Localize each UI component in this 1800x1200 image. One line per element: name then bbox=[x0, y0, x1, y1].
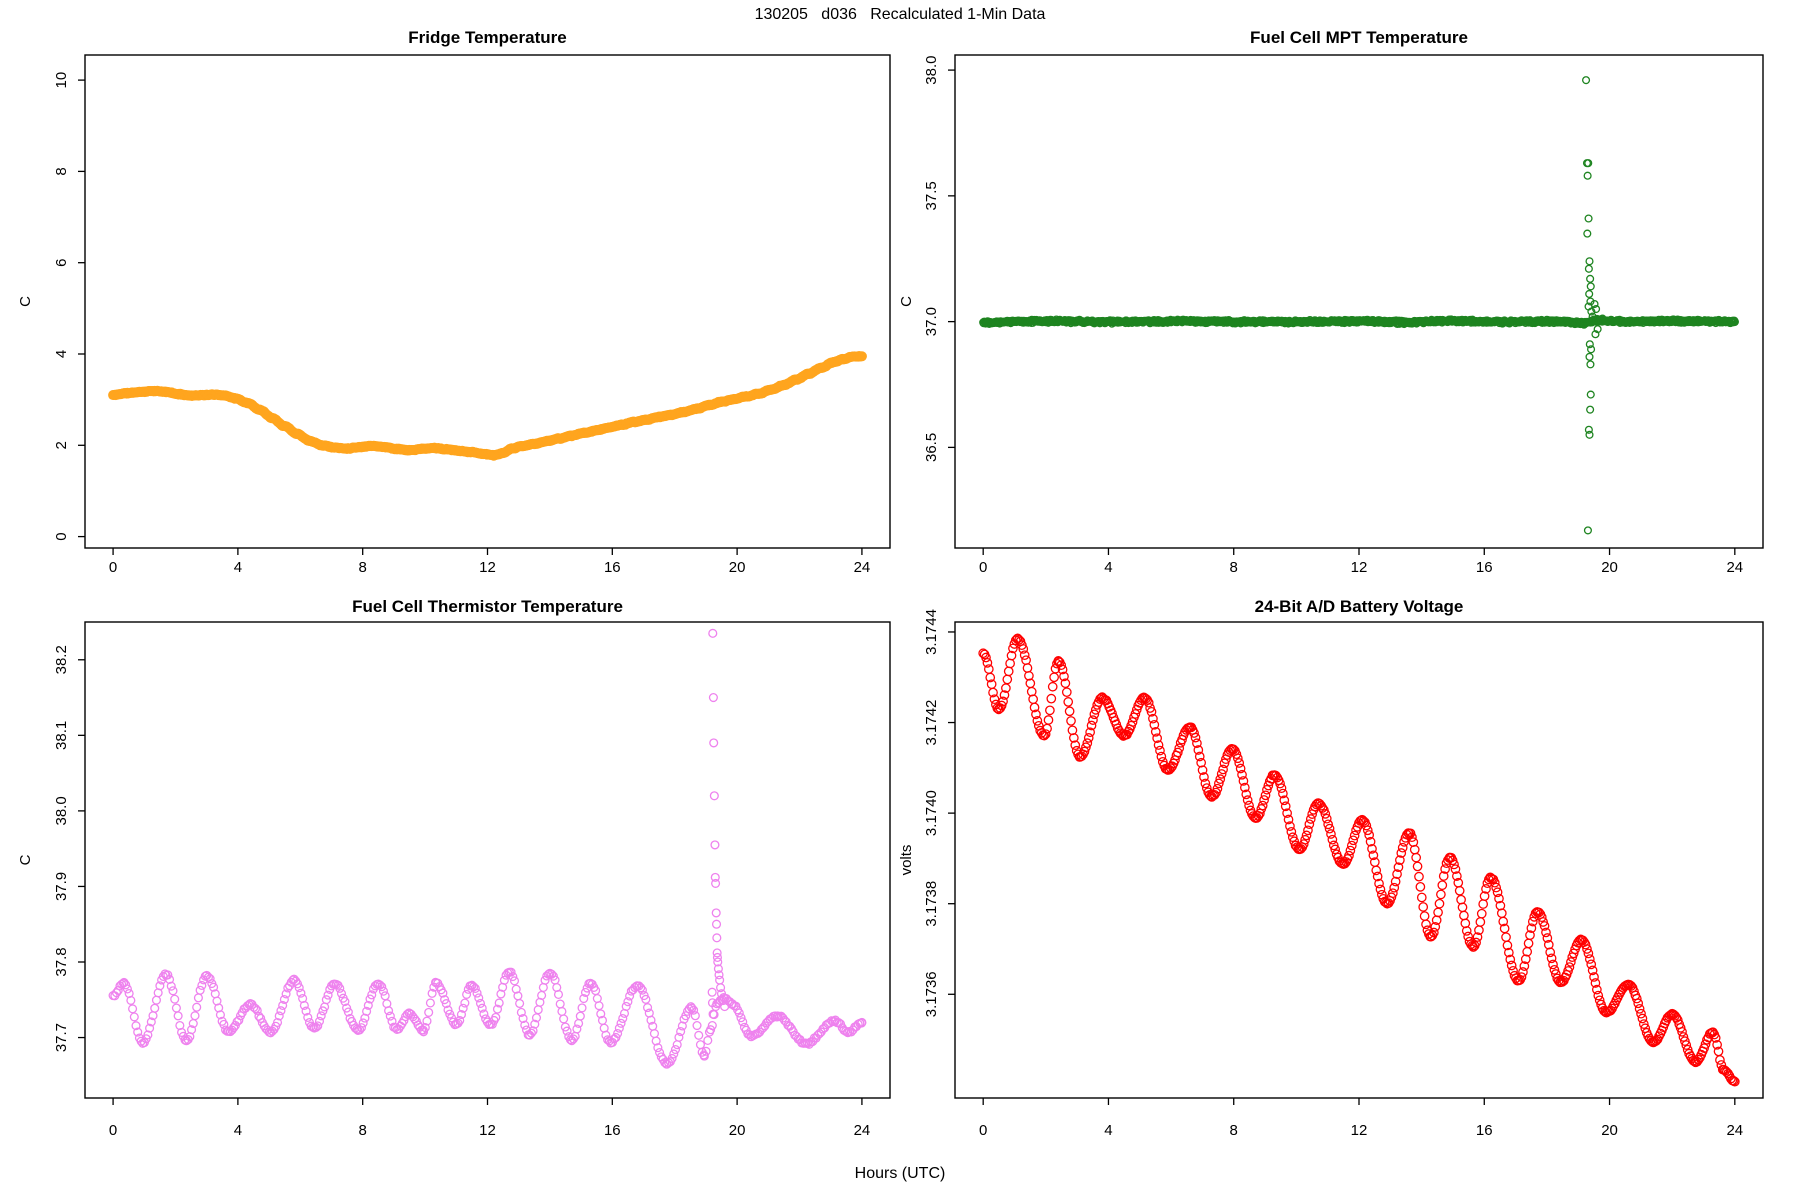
fuel-cell-thermistor-temperature-xtick: 12 bbox=[479, 1122, 496, 1139]
fuel-cell-thermistor-temperature-plot-box bbox=[84, 621, 891, 1099]
fuel-cell-mpt-temperature-series bbox=[979, 76, 1739, 535]
fridge-temperature-series bbox=[108, 350, 867, 461]
battery-voltage-ytick: 3.1738 bbox=[923, 881, 940, 927]
fuel-cell-mpt-temperature-title: Fuel Cell MPT Temperature bbox=[1250, 28, 1468, 47]
fuel-cell-mpt-temperature-xtick: 8 bbox=[1230, 559, 1238, 576]
fuel-cell-mpt-temperature-ylabel: C bbox=[900, 296, 915, 307]
chart-fuel-cell-mpt-temperature: Fuel Cell MPT Temperature C 0 4 8 12 16 20 24 36.… bbox=[900, 28, 1764, 576]
fuel-cell-thermistor-temperature-axes: 0 4 8 12 16 20 24 37.7 37.8 37.9 38.0 38.1 38.2 bbox=[53, 645, 870, 1139]
chart-battery-voltage: 24-Bit A/D Battery Voltage volts 0 4 8 12 16 20… bbox=[900, 597, 1764, 1139]
battery-voltage-ytick: 3.1740 bbox=[923, 790, 940, 836]
fuel-cell-mpt-temperature-ytick: 36.5 bbox=[923, 433, 940, 462]
battery-voltage-xtick: 0 bbox=[979, 1122, 987, 1139]
battery-voltage-xtick: 8 bbox=[1230, 1122, 1238, 1139]
battery-voltage-ylabel: volts bbox=[900, 845, 915, 876]
fridge-temperature-xtick: 4 bbox=[234, 559, 242, 576]
fuel-cell-mpt-temperature-ytick: 38.0 bbox=[923, 55, 940, 84]
battery-voltage-xtick: 20 bbox=[1601, 1122, 1618, 1139]
fuel-cell-mpt-temperature-xtick: 12 bbox=[1351, 559, 1368, 576]
fuel-cell-thermistor-temperature-xtick: 8 bbox=[359, 1122, 367, 1139]
fridge-temperature-xtick: 16 bbox=[604, 559, 621, 576]
fridge-temperature-plot-box bbox=[84, 54, 891, 549]
battery-voltage-ytick: 3.1736 bbox=[923, 971, 940, 1017]
fridge-temperature-title: Fridge Temperature bbox=[408, 28, 566, 47]
fridge-temperature-ytick: 6 bbox=[53, 259, 70, 267]
fuel-cell-thermistor-temperature-xtick: 24 bbox=[854, 1122, 871, 1139]
fridge-temperature-ytick: 2 bbox=[53, 441, 70, 449]
battery-voltage-xtick: 24 bbox=[1726, 1122, 1743, 1139]
fridge-temperature-xtick: 0 bbox=[109, 559, 117, 576]
fuel-cell-mpt-temperature-xtick: 0 bbox=[979, 559, 987, 576]
fuel-cell-thermistor-temperature-xtick: 16 bbox=[604, 1122, 621, 1139]
fridge-temperature-xtick: 24 bbox=[854, 559, 871, 576]
fuel-cell-thermistor-temperature-ytick: 37.8 bbox=[53, 947, 70, 976]
fuel-cell-thermistor-temperature-ytick: 38.2 bbox=[53, 645, 70, 674]
fridge-temperature-ytick: 8 bbox=[53, 167, 70, 175]
page-title: 130205 d036 Recalculated 1-Min Data bbox=[754, 6, 1046, 23]
fridge-temperature-ylabel: C bbox=[17, 296, 34, 307]
fuel-cell-mpt-temperature-xtick: 16 bbox=[1476, 559, 1493, 576]
battery-voltage-title: 24-Bit A/D Battery Voltage bbox=[1255, 597, 1464, 616]
fuel-cell-thermistor-temperature-xtick: 20 bbox=[729, 1122, 746, 1139]
fuel-cell-mpt-temperature-xtick: 4 bbox=[1104, 559, 1112, 576]
fuel-cell-mpt-temperature-xtick: 24 bbox=[1726, 559, 1743, 576]
fuel-cell-mpt-temperature-plot-box bbox=[954, 54, 1764, 549]
fuel-cell-thermistor-temperature-series bbox=[108, 628, 867, 1069]
fuel-cell-mpt-temperature-axes: 0 4 8 12 16 20 24 36.5 37.0 37.5 38.0 bbox=[923, 55, 1743, 576]
fuel-cell-thermistor-temperature-ytick: 37.9 bbox=[53, 872, 70, 901]
battery-voltage-axes: 0 4 8 12 16 20 24 3.1736 3.1738 3.1740 3.1742 3.174… bbox=[923, 609, 1743, 1139]
fridge-temperature-ytick: 0 bbox=[53, 532, 70, 540]
fuel-cell-mpt-temperature-xtick: 20 bbox=[1601, 559, 1618, 576]
battery-voltage-xtick: 12 bbox=[1351, 1122, 1368, 1139]
fridge-temperature-xtick: 12 bbox=[479, 559, 496, 576]
fuel-cell-thermistor-temperature-ytick: 38.0 bbox=[53, 796, 70, 825]
battery-voltage-ytick: 3.1744 bbox=[923, 609, 940, 655]
fuel-cell-thermistor-temperature-ytick: 38.1 bbox=[53, 721, 70, 750]
battery-voltage-xtick: 16 bbox=[1476, 1122, 1493, 1139]
fridge-temperature-xtick: 20 bbox=[729, 559, 746, 576]
fuel-cell-thermistor-temperature-xtick: 0 bbox=[109, 1122, 117, 1139]
fuel-cell-thermistor-temperature-title: Fuel Cell Thermistor Temperature bbox=[352, 597, 623, 616]
fridge-temperature-xtick: 8 bbox=[359, 559, 367, 576]
fuel-cell-mpt-temperature-ytick: 37.0 bbox=[923, 307, 940, 336]
battery-voltage-ytick: 3.1742 bbox=[923, 700, 940, 746]
chart-fuel-cell-thermistor-temperature: Fuel Cell Thermistor Temperature C 0 4 8 12 16… bbox=[17, 597, 891, 1139]
fridge-temperature-ytick: 10 bbox=[53, 72, 70, 89]
battery-voltage-plot-box bbox=[954, 621, 1764, 1099]
battery-voltage-series bbox=[978, 633, 1740, 1087]
x-axis-label-hours-utc: Hours (UTC) bbox=[854, 1165, 946, 1182]
fuel-cell-thermistor-temperature-ylabel: C bbox=[17, 854, 34, 865]
fuel-cell-mpt-temperature-ytick: 37.5 bbox=[923, 181, 940, 210]
fuel-cell-thermistor-temperature-ytick: 37.7 bbox=[53, 1023, 70, 1052]
battery-voltage-xtick: 4 bbox=[1104, 1122, 1112, 1139]
fuel-cell-thermistor-temperature-xtick: 4 bbox=[234, 1122, 242, 1139]
fridge-temperature-ytick: 4 bbox=[53, 350, 70, 358]
